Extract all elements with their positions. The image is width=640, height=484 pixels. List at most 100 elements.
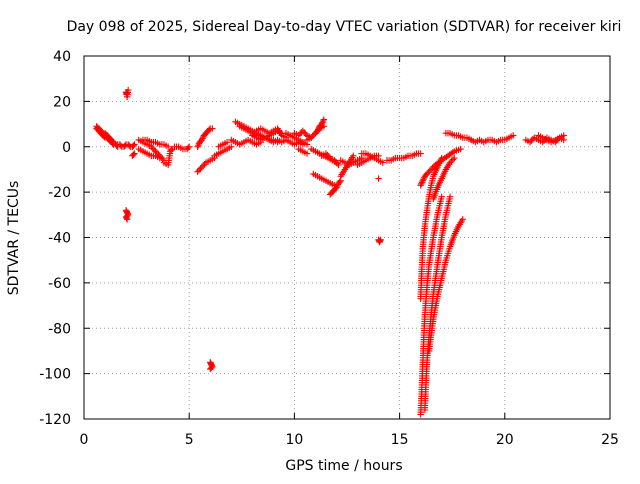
data-point bbox=[299, 127, 307, 135]
series-t46 bbox=[467, 132, 517, 146]
data-point bbox=[208, 364, 215, 372]
y-tick-label: -20 bbox=[48, 185, 71, 201]
data-point bbox=[122, 89, 130, 96]
data-point bbox=[423, 170, 431, 178]
data-point bbox=[198, 163, 206, 171]
series-t29 bbox=[310, 170, 338, 189]
data-point bbox=[130, 142, 137, 149]
series-t03 bbox=[114, 141, 138, 150]
data-point bbox=[209, 125, 216, 132]
data-point bbox=[201, 160, 208, 168]
data-point bbox=[318, 120, 325, 128]
data-point bbox=[333, 182, 341, 190]
data-point bbox=[526, 139, 534, 146]
series-t43 bbox=[425, 216, 466, 355]
data-point bbox=[420, 176, 427, 183]
y-axis-title: SDTVAR / TECUs bbox=[6, 181, 22, 296]
data-point bbox=[560, 132, 567, 139]
data-point bbox=[130, 151, 137, 158]
data-point bbox=[510, 132, 517, 139]
data-point bbox=[159, 155, 166, 163]
data-point bbox=[322, 150, 330, 157]
data-point bbox=[333, 160, 341, 167]
series-t34 bbox=[354, 152, 382, 169]
x-tick-label: 0 bbox=[80, 432, 89, 448]
data-point bbox=[168, 146, 175, 154]
data-point bbox=[418, 179, 426, 186]
x-tick-label: 25 bbox=[601, 432, 619, 448]
data-point bbox=[417, 182, 424, 189]
y-tick-label: -100 bbox=[39, 367, 71, 383]
y-tick-label: -60 bbox=[48, 276, 71, 292]
data-point bbox=[186, 143, 193, 150]
data-point bbox=[457, 145, 464, 153]
series-t10 bbox=[160, 145, 176, 169]
y-axis: 40 20 0 -20 -40 -60 -80 -100 -120 bbox=[39, 49, 610, 428]
series-t44 bbox=[430, 154, 458, 203]
data-point bbox=[98, 128, 106, 136]
y-tick-label: -120 bbox=[39, 412, 71, 428]
data-point bbox=[446, 193, 454, 200]
data-point bbox=[197, 165, 204, 172]
data-point bbox=[301, 129, 308, 136]
data-point bbox=[223, 139, 231, 146]
data-point bbox=[438, 193, 445, 200]
data-point bbox=[448, 157, 455, 165]
data-point bbox=[451, 154, 458, 162]
series-t48 bbox=[535, 132, 567, 146]
series-t02 bbox=[93, 123, 117, 146]
chart-title: Day 098 of 2025, Sidereal Day-to-day VTE… bbox=[67, 19, 622, 35]
data-point bbox=[109, 137, 116, 145]
series-t08 bbox=[135, 145, 163, 162]
y-tick-label: 0 bbox=[62, 140, 71, 156]
series-t06 bbox=[129, 150, 138, 160]
series-t37 bbox=[375, 236, 384, 246]
y-tick-label: 20 bbox=[53, 94, 71, 110]
series-t17 bbox=[228, 136, 264, 148]
x-axis-title: GPS time / hours bbox=[285, 458, 402, 474]
data-point bbox=[459, 216, 466, 223]
y-tick-label: -40 bbox=[48, 231, 71, 247]
x-tick-label: 10 bbox=[285, 432, 303, 448]
data-point bbox=[131, 150, 138, 157]
data-point bbox=[427, 166, 435, 173]
data-point bbox=[446, 159, 454, 166]
data-point bbox=[207, 365, 214, 373]
data-point bbox=[195, 142, 202, 149]
data-point bbox=[375, 175, 382, 182]
series-t07 bbox=[135, 136, 168, 164]
series-t45 bbox=[442, 129, 475, 144]
data-point bbox=[156, 154, 163, 162]
data-point bbox=[332, 158, 339, 166]
data-point bbox=[200, 162, 207, 169]
data-point bbox=[425, 169, 432, 176]
data-point bbox=[335, 161, 342, 169]
y-tick-label: -80 bbox=[48, 321, 71, 337]
series-t30 bbox=[318, 150, 342, 169]
x-axis: 0 5 10 15 20 25 bbox=[80, 56, 619, 448]
data-point bbox=[314, 127, 321, 135]
data-point bbox=[325, 153, 332, 160]
data-point bbox=[123, 216, 131, 223]
data-point bbox=[528, 137, 535, 144]
series-t21 bbox=[253, 125, 290, 141]
series-t16 bbox=[215, 139, 231, 150]
data-point bbox=[194, 143, 201, 150]
data-point bbox=[331, 157, 338, 164]
data-point bbox=[350, 152, 357, 160]
data-point bbox=[319, 117, 327, 125]
data-point bbox=[303, 150, 311, 157]
series-t41 bbox=[417, 193, 445, 418]
data-point bbox=[164, 143, 172, 150]
data-point bbox=[295, 132, 302, 139]
plot-frame bbox=[83, 55, 611, 420]
data-point bbox=[449, 149, 456, 156]
series-t22 bbox=[274, 136, 307, 148]
data-point bbox=[199, 135, 206, 142]
data-point bbox=[309, 132, 316, 140]
series-t09 bbox=[139, 136, 172, 150]
data-point bbox=[336, 178, 343, 186]
data-point bbox=[379, 159, 386, 166]
series-t38 bbox=[383, 150, 424, 164]
